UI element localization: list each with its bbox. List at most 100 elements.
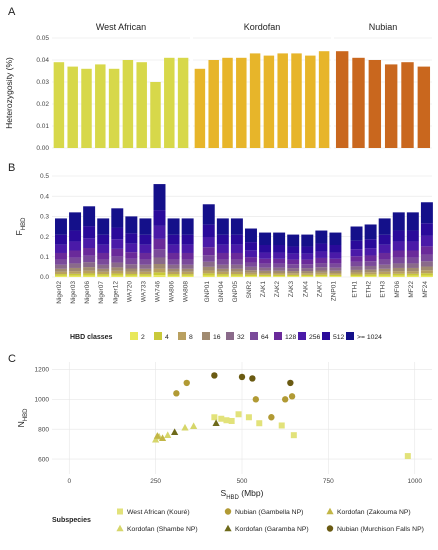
panel-a-ytick: 0.01 — [36, 123, 49, 130]
panel-b-bar-segment — [287, 271, 300, 274]
panel-b-ytick: 0.4 — [40, 193, 49, 200]
panel-b-bar-segment — [420, 275, 433, 277]
panel-b-xtick: SNR2 — [246, 281, 253, 299]
panel-b-xtick: ZAK1 — [260, 281, 267, 298]
panel-b-bar-segment — [97, 244, 110, 253]
panel-b-legend-swatch — [202, 332, 210, 340]
panel-c-legend-label: West African (Kouré) — [127, 509, 190, 516]
panel-b-bar-segment — [216, 218, 229, 235]
panel-b-legend-label: 256 — [309, 334, 321, 341]
panel-a-ytick: 0.05 — [36, 35, 49, 42]
panel-b-xtick: MF06 — [394, 281, 401, 298]
panel-b-legend-label: 512 — [333, 334, 345, 341]
panel-b-bar-segment — [364, 272, 377, 275]
panel-b-xtick: ZAK3 — [288, 281, 295, 298]
panel-b-bar-segment — [364, 255, 377, 262]
panel-b-bar-segment — [216, 259, 229, 265]
panel-a-bar — [291, 53, 302, 148]
panel-b-bar-segment — [378, 234, 391, 245]
panel-b-bar-segment — [83, 206, 96, 227]
panel-b-bar-segment — [181, 259, 194, 265]
panel-b-bar-segment — [181, 252, 194, 260]
panel-c-point — [288, 393, 296, 400]
panel-b-bar-segment — [111, 227, 124, 240]
panel-b-bar-segment — [97, 264, 110, 269]
panel-b-bar-segment — [392, 212, 405, 231]
panel-b-bar-segment — [420, 235, 433, 247]
panel-b-bar-segment — [111, 239, 124, 249]
panel-b-legend-swatch — [250, 332, 258, 340]
panel-b-bar-segment — [301, 264, 314, 269]
panel-b-bar-segment — [273, 273, 286, 275]
panel-b-bar-segment — [111, 262, 124, 268]
panel-b-bar-segment — [364, 265, 377, 270]
panel-b-legend-swatch — [130, 332, 138, 340]
panel-c-point — [173, 390, 180, 397]
panel-b-legend-label: 2 — [141, 334, 145, 341]
panel-b-bar-segment — [55, 271, 67, 275]
panel-b-bar-segment — [153, 210, 166, 226]
panel-c-legend-marker — [224, 508, 232, 515]
panel-b-bar-segment — [420, 261, 433, 267]
panel-b-bar-segment — [230, 275, 243, 277]
panel-b-bar-segment — [392, 230, 405, 242]
panel-c-point — [238, 373, 246, 381]
panel-c-point — [235, 411, 242, 418]
panel-b-bar-segment — [139, 275, 152, 277]
panel-c-xtick: 0 — [67, 478, 71, 485]
panel-b-xtick: MF24 — [422, 281, 429, 298]
panel-b-bar-segment — [329, 267, 342, 271]
panel-b-bar-segment — [329, 276, 342, 277]
panel-b-bar-segment — [125, 271, 138, 274]
panel-a-bar — [122, 60, 134, 148]
panel-b-bar-segment — [301, 268, 314, 272]
panel-b-legend-label: 8 — [189, 334, 193, 341]
panel-a-bar — [335, 51, 349, 149]
panel-b-xtick: ZAK7 — [316, 281, 323, 298]
panel-c-point — [281, 396, 289, 403]
panel-b-bar-segment — [139, 268, 152, 272]
panel-b-xtick: ETH1 — [352, 281, 359, 298]
panel-c-xtick: 750 — [323, 478, 334, 485]
panel-b-bar-segment — [420, 223, 433, 236]
panel-b-bar-segment — [230, 218, 243, 235]
panel-b-bar-segment — [139, 252, 152, 260]
panel-b-bar-segment — [364, 248, 377, 256]
panel-c-ytick: 600 — [38, 456, 49, 463]
panel-b-ytick: 0.2 — [40, 234, 49, 241]
panel-b-bar-segment — [364, 239, 377, 249]
panel-b-bar-segment — [301, 276, 314, 277]
panel-b-bar-segment — [329, 232, 342, 246]
panel-b-bar-segment — [315, 272, 328, 275]
panel-b-bar-segment — [350, 269, 363, 273]
panel-b-bar-segment — [97, 234, 110, 245]
panel-b-bar-segment — [69, 275, 82, 277]
panel-b-bar-segment — [83, 267, 96, 271]
panel-a-bar — [95, 64, 106, 148]
panel-b-bar-segment — [301, 259, 314, 265]
panel-b-bar-segment — [392, 263, 405, 268]
panel-b-bar-segment — [350, 249, 363, 257]
panel-b-bar-segment — [420, 202, 433, 224]
panel-b-bar-segment — [406, 257, 419, 264]
panel-b-bar-segment — [111, 248, 124, 257]
panel-b-bar-segment — [97, 218, 110, 235]
panel-b-bar-segment — [153, 275, 166, 277]
panel-b-bar-segment — [315, 270, 328, 273]
panel-b-bar-segment — [139, 271, 152, 275]
panel-b-bar-segment — [69, 267, 82, 272]
panel-b-bar-segment — [364, 274, 377, 276]
panel-b-bar-segment — [230, 271, 243, 275]
panel-b-bar-segment — [378, 275, 391, 277]
panel-b-bar-segment — [287, 246, 300, 254]
panel-b-bar-segment — [392, 273, 405, 276]
panel-b-bar-segment — [167, 268, 180, 272]
panel-b-bar-segment — [230, 274, 243, 276]
panel-b-bar-segment — [83, 248, 96, 256]
panel-b-bar-segment — [181, 274, 194, 276]
panel-b-bar-segment — [181, 268, 194, 272]
panel-b-bar-segment — [259, 232, 272, 246]
panel-b-bar-segment — [69, 230, 82, 242]
panel-b-bar-segment — [420, 254, 433, 262]
panel-b-bar-segment — [406, 241, 419, 251]
